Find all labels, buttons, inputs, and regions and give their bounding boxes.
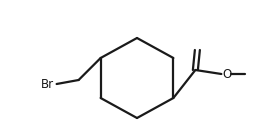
Text: O: O	[222, 68, 232, 81]
Text: Br: Br	[41, 77, 54, 90]
